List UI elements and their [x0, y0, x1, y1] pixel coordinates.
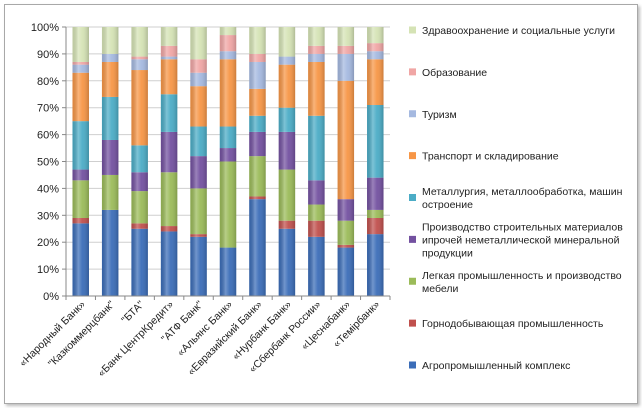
legend-item: Производство строительных материалов ипро… — [409, 221, 623, 259]
legend-item: Легкая промышленность и производство мебе… — [409, 270, 622, 295]
legend: Здравоохранение и социальные услуги Образ… — [409, 25, 623, 372]
bar-stack — [190, 27, 207, 296]
legend-item: Здравоохранение и социальные услуги — [409, 25, 615, 37]
legend-label: Туризм — [422, 109, 457, 121]
legend-item: Агропромышленный комплекс — [409, 360, 570, 372]
bar-shading — [367, 27, 384, 296]
bar-stack — [219, 27, 237, 296]
legend-label: Образование — [422, 67, 487, 79]
bar-shading — [160, 27, 178, 296]
y-tick-label: 10% — [37, 264, 59, 276]
bar-stack — [131, 27, 148, 296]
legend-label: Транспорт и складирование — [422, 151, 559, 163]
bar-stack — [278, 27, 296, 296]
y-tick-label: 30% — [37, 210, 59, 222]
y-tick-label: 40% — [37, 183, 59, 195]
bar-shading — [308, 27, 325, 296]
legend-swatch — [409, 110, 416, 118]
bar-shading — [190, 27, 207, 296]
bar-shading — [72, 27, 89, 296]
bar-shading — [337, 27, 355, 296]
legend-label: Производство строительных материалов ипро… — [422, 221, 623, 259]
legend-label: Горнодобывающая промышленность — [422, 318, 604, 330]
legend-swatch — [409, 152, 416, 160]
chart-frame: 0% 10% 20% 30% 40% 50% 60% 70% 80% 90% 100% «Народ… — [4, 4, 638, 404]
bar-shading — [101, 27, 119, 296]
y-tick-label: 70% — [37, 103, 59, 115]
bar-stack — [367, 27, 384, 296]
bars — [72, 27, 384, 296]
legend-label: Агропромышленный комплекс — [422, 360, 570, 372]
y-tick-label: 20% — [37, 237, 59, 249]
bar-stack — [160, 27, 178, 296]
legend-item: Металлургия, металлообработка, машин остр… — [409, 186, 623, 211]
legend-label: Здравоохранение и социальные услуги — [422, 25, 615, 37]
y-tick-label: 0% — [43, 291, 59, 303]
y-tick-label: 100% — [31, 22, 59, 34]
bar-stack — [101, 27, 119, 296]
bar-stack — [337, 27, 355, 296]
y-tick-label: 80% — [37, 76, 59, 88]
y-tick-label: 90% — [37, 49, 59, 61]
legend-swatch — [409, 319, 416, 327]
legend-item: Транспорт и складирование — [409, 151, 559, 163]
legend-swatch — [409, 361, 416, 369]
legend-swatch — [409, 26, 416, 34]
legend-swatch — [409, 194, 416, 201]
x-axis: «Народный Банк»"Казкоммерцбанк" "БТА"«Бан… — [17, 295, 391, 379]
y-axis: 0% 10% 20% 30% 40% 50% 60% 70% 80% 90% 100% — [31, 22, 67, 303]
x-tick-label: "БТА" — [119, 298, 147, 326]
bar-stack — [308, 27, 325, 296]
legend-item: Туризм — [409, 109, 457, 121]
bar-shading — [278, 27, 296, 296]
legend-swatch — [409, 68, 416, 76]
bar-shading — [249, 27, 266, 296]
bar-stack — [249, 27, 266, 296]
legend-label: Легкая промышленность и производство мебе… — [422, 270, 622, 295]
bar-shading — [219, 27, 237, 296]
legend-label: Металлургия, металлообработка, машин остр… — [422, 186, 623, 211]
legend-item: Горнодобывающая промышленность — [409, 318, 604, 330]
y-tick-label: 50% — [37, 157, 59, 169]
legend-item: Образование — [409, 67, 487, 79]
y-tick-label: 60% — [37, 130, 59, 142]
legend-swatch — [409, 235, 416, 243]
bar-stack — [72, 27, 89, 296]
legend-swatch — [409, 277, 416, 285]
stacked-bar-chart: 0% 10% 20% 30% 40% 50% 60% 70% 80% 90% 100% «Народ… — [17, 22, 623, 379]
bar-shading — [131, 27, 148, 296]
